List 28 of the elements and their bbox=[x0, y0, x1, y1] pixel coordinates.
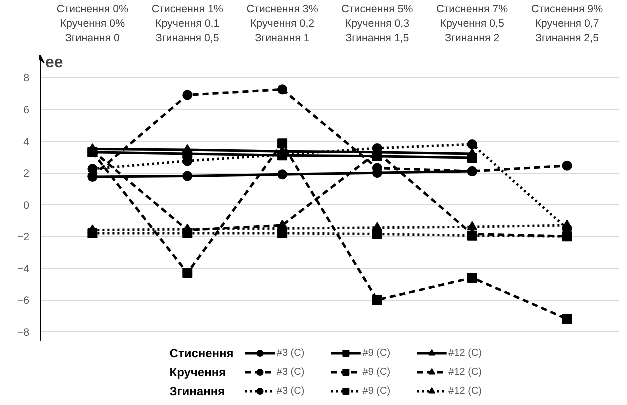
legend-label: #9 (C) bbox=[362, 367, 391, 378]
text: Стиснення bbox=[170, 346, 234, 360]
y-tick-label: −8 bbox=[17, 326, 30, 339]
y-tick-label: −2 bbox=[17, 232, 30, 244]
y-axis-title: ee bbox=[46, 54, 64, 72]
legend-label: #3 (C) bbox=[276, 367, 305, 378]
text: Кручення bbox=[170, 366, 226, 380]
y-tick-label: 2 bbox=[24, 168, 30, 180]
y-tick-label: 6 bbox=[24, 104, 30, 117]
legend-label: #12 (C) bbox=[448, 386, 482, 397]
legend-label: #3 (C) bbox=[276, 348, 305, 359]
legend-label: #12 (C) bbox=[448, 348, 482, 359]
x-tick-label: Стиснення 0% Кручення 0% Згинання 0 bbox=[56, 4, 130, 44]
y-tick-label: −4 bbox=[17, 263, 30, 276]
y-tick-label: −6 bbox=[17, 295, 30, 308]
y-tick-label: 8 bbox=[24, 72, 30, 85]
x-tick-label: Стиснення 1% Кручення 0,1 Згинання 0,5 bbox=[152, 4, 224, 44]
y-tick-label: 0 bbox=[24, 200, 30, 212]
y-tick-label: 4 bbox=[24, 136, 30, 148]
legend-label: #9 (C) bbox=[362, 386, 391, 397]
x-tick-label: Стиснення 7% Кручення 0,5 Згинання 2 bbox=[436, 4, 509, 44]
legend-label: #12 (C) bbox=[448, 367, 482, 378]
legend-label: #9 (C) bbox=[362, 348, 391, 359]
text: Згинання bbox=[170, 384, 226, 398]
x-tick-label: Стиснення 9% Кручення 0,7 Згинання 2,5 bbox=[532, 4, 604, 44]
legend-label: #3 (C) bbox=[276, 386, 305, 397]
x-tick-label: Стиснення 5% Кручення 0,3 Згинання 1,5 bbox=[342, 4, 414, 44]
x-tick-label: Стиснення 3% Кручення 0,2 Згинання 1 bbox=[246, 4, 319, 44]
